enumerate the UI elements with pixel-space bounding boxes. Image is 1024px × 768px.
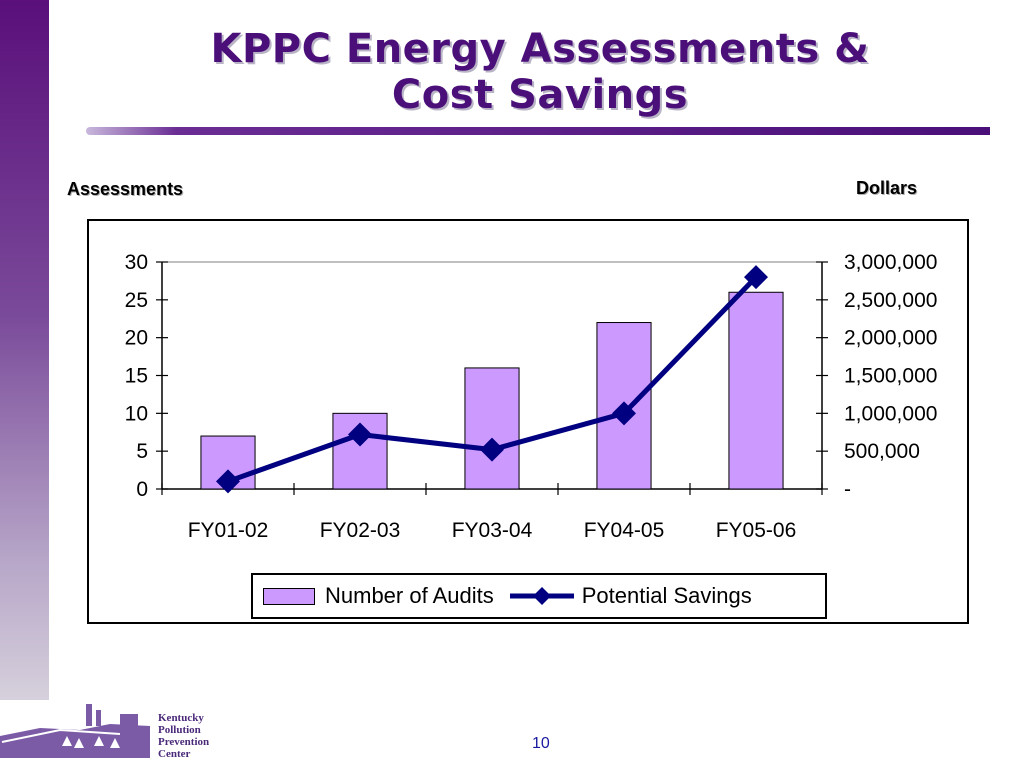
right-tick-label: 2,500,000: [844, 289, 937, 312]
chart-legend: Number of Audits Potential Savings: [251, 573, 827, 619]
savings-point-fy02-03: [348, 422, 372, 447]
left-tick-label: 10: [125, 402, 148, 425]
right-tick-label: 500,000: [844, 440, 920, 463]
left-tick-label: 25: [125, 289, 148, 312]
right-tick-label: 2,000,000: [844, 327, 937, 350]
legend-label-audits: Number of Audits: [325, 583, 494, 608]
right-tick-label: 3,000,000: [844, 251, 937, 274]
right-tick-label: 1,000,000: [844, 402, 937, 425]
logo-line-1: Kentucky: [158, 712, 204, 724]
left-tick-label: 30: [125, 251, 148, 274]
bar-fy05-06: [728, 291, 784, 490]
legend-bar-swatch: [263, 587, 315, 605]
page-number: 10: [532, 735, 550, 752]
title-line-1: KPPC Energy Assessments &: [210, 26, 870, 72]
savings-point-fy03-04: [480, 437, 504, 462]
left-tick-label: 20: [125, 327, 148, 350]
right-axis-title: Dollars: [856, 178, 918, 198]
side-band: [0, 0, 49, 700]
title-line-2: Cost Savings: [391, 72, 689, 118]
legend-label-savings: Potential Savings: [581, 583, 752, 608]
savings-point-fy04-05: [612, 401, 636, 426]
x-category-label: FY01-02: [188, 519, 269, 542]
left-axis-title: Assessments: [67, 179, 184, 199]
slide-title: KPPC Energy Assessments & Cost Savings: [130, 26, 950, 118]
logo-line-3: Prevention: [158, 736, 210, 748]
logo-text: Kentucky Pollution Prevention Center: [158, 712, 209, 760]
chart-plot: 0 5 10 15 20 25 30 - 500,000 1,000,000 1,500,000 2,…: [125, 251, 938, 542]
legend-line-swatch: [509, 587, 574, 605]
x-category-label: FY02-03: [320, 519, 401, 542]
title-underline: [86, 127, 990, 135]
right-tick-label: -: [844, 478, 851, 501]
x-category-label: FY04-05: [584, 519, 665, 542]
left-tick-label: 5: [136, 440, 148, 463]
left-tick-label: 15: [125, 365, 148, 388]
savings-point-fy05-06: [744, 265, 768, 290]
x-category-label: FY05-06: [716, 519, 797, 542]
chart-area: 0 5 10 15 20 25 30 - 500,000 1,000,000 1,500,000 2,…: [87, 219, 969, 624]
bar-fy03-04: [464, 367, 520, 490]
kppc-logo: [0, 704, 150, 762]
bar-fy04-05: [596, 322, 652, 490]
left-tick-label: 0: [136, 478, 148, 501]
logo-line-2: Pollution: [158, 724, 201, 736]
right-tick-label: 1,500,000: [844, 365, 937, 388]
x-category-label: FY03-04: [452, 519, 533, 542]
logo-line-4: Center: [158, 748, 191, 760]
savings-point-fy01-02: [216, 469, 240, 494]
